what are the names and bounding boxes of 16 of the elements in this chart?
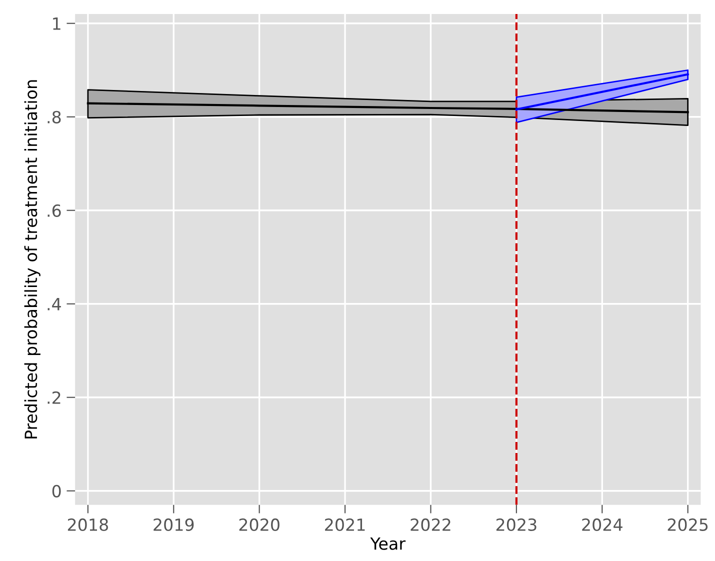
y-tick-label: 1 [53, 18, 60, 30]
x-tick-label: 2021 [325, 518, 365, 531]
y-tick-label: 0 [52, 484, 61, 498]
y-tick-label: .6 [48, 204, 61, 217]
x-axis-title: Year [370, 538, 406, 550]
y-tick-label: .2 [48, 391, 60, 404]
y-axis-title: Predicted probability of treatment initiation [24, 80, 40, 438]
x-tick-label: 2023 [496, 518, 536, 531]
x-tick-label: 2022 [410, 518, 450, 531]
x-tick-label: 2018 [68, 518, 108, 531]
x-tick-label: 2024 [582, 518, 622, 531]
x-tick-label: 2019 [154, 518, 194, 531]
y-tick-label: .4 [48, 298, 61, 310]
x-tick-label: 2025 [668, 518, 708, 531]
y-tick-label: .8 [48, 110, 61, 124]
x-tick-label: 2020 [239, 518, 280, 531]
